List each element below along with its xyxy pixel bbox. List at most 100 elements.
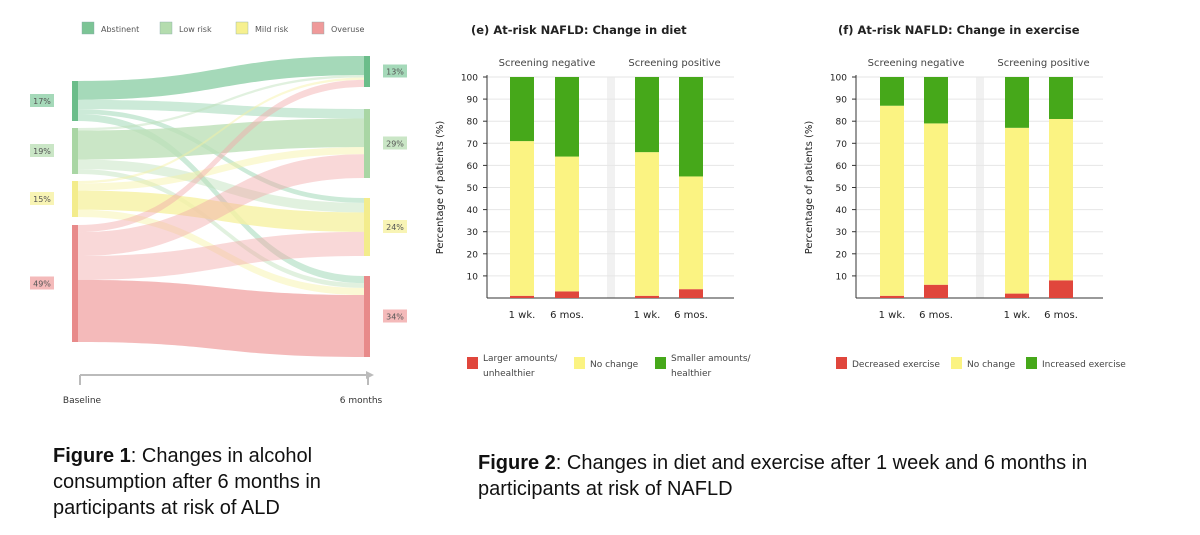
month6-percent-label: 29%	[386, 140, 404, 149]
y-axis-label: Percentage of patients (%)	[804, 121, 815, 255]
y-tick-label: 30	[836, 228, 848, 238]
flow-low-risk-to-overuse	[78, 169, 364, 288]
flow-abstinent-to-abstinent	[78, 56, 364, 100]
y-tick-label: 70	[836, 140, 848, 150]
group-label: Screening negative	[499, 58, 596, 69]
month6-percent-label: 13%	[386, 68, 404, 77]
flow-low-risk-to-abstinent	[78, 75, 364, 131]
legend-label: Overuse	[331, 25, 364, 34]
bar-segment-no-change	[880, 105, 904, 296]
flow-mild-risk-to-mild-risk	[78, 190, 364, 232]
baseline-label-bg	[30, 144, 54, 157]
month6-node-mild-risk	[364, 198, 370, 256]
month6-label-bg	[383, 64, 407, 78]
bar-segment-larger-amounts-unhealthier	[555, 291, 579, 298]
bar-segment-no-change	[510, 141, 534, 296]
flow-abstinent-to-overuse	[78, 113, 364, 284]
legend-swatch	[655, 357, 666, 369]
month6-node-abstinent	[364, 56, 370, 87]
month6-node-overuse	[364, 276, 370, 357]
x-tick-label: 6 mos.	[919, 310, 953, 321]
bar-segment-no-change	[555, 156, 579, 292]
legend-label: Decreased exercise	[852, 360, 940, 370]
bar-segment-no-change	[635, 152, 659, 296]
x-tick-label: 1 wk.	[879, 310, 906, 321]
month6-label-bg	[383, 220, 407, 233]
flow-abstinent-to-mild-risk	[78, 109, 364, 203]
y-tick-label: 100	[830, 74, 847, 84]
bar-segment-decreased-exercise	[880, 295, 904, 298]
baseline-percent-label: 19%	[33, 147, 51, 156]
y-tick-label: 80	[836, 118, 848, 128]
y-tick-label: 80	[467, 118, 479, 128]
bar-segment-decreased-exercise	[1049, 280, 1073, 298]
y-tick-label: 90	[836, 96, 848, 106]
legend-swatch	[1026, 357, 1037, 369]
flow-mild-risk-to-overuse	[78, 209, 364, 296]
legend-swatch-low-risk	[159, 21, 173, 35]
bar-segment-smaller-amounts-healthier	[555, 77, 579, 157]
chart-title: (e) At-risk NAFLD: Change in diet	[471, 23, 687, 37]
figure1-caption-text: : Changes in alcohol consumption after 6…	[53, 445, 321, 519]
legend-label: No change	[590, 360, 639, 370]
y-tick-label: 70	[467, 140, 479, 150]
legend-label: Increased exercise	[1042, 360, 1126, 370]
figure1-caption: Figure 1: Changes in alcohol consumption…	[53, 443, 393, 521]
legend-swatch-abstinent	[81, 21, 95, 35]
baseline-percent-label: 17%	[33, 97, 51, 106]
bar-segment-larger-amounts-unhealthier	[635, 295, 659, 298]
legend-label: Larger amounts/	[483, 354, 558, 364]
baseline-node-low-risk	[72, 128, 78, 174]
legend-swatch-overuse	[311, 21, 325, 35]
baseline-node-mild-risk	[72, 181, 78, 217]
figure1-sankey: Abstinent Low risk Mild risk Overuse Baselin…	[30, 21, 407, 406]
bar-segment-increased-exercise	[880, 77, 904, 106]
x-tick-label: 1 wk.	[509, 310, 536, 321]
month6-percent-label: 24%	[386, 223, 404, 232]
flow-mild-risk-to-low-risk	[78, 147, 364, 191]
bar-segment-no-change	[924, 123, 948, 285]
legend-label: Abstinent	[101, 25, 139, 34]
group-label: Screening positive	[628, 58, 720, 69]
x-tick-label: 6 mos.	[1044, 310, 1078, 321]
bar-segment-larger-amounts-unhealthier	[679, 289, 703, 298]
month6-label-bg	[383, 136, 407, 150]
bar-segment-increased-exercise	[1049, 77, 1073, 119]
baseline-node-overuse	[72, 225, 78, 342]
flow-mild-risk-to-abstinent	[78, 77, 364, 184]
legend-swatch	[467, 357, 478, 369]
bar-segment-smaller-amounts-healthier	[510, 77, 534, 142]
x-tick-label: 1 wk.	[634, 310, 661, 321]
legend-label: No change	[967, 360, 1016, 370]
flow-abstinent-to-low-risk	[78, 99, 364, 119]
month6-node-low-risk	[364, 109, 370, 178]
flow-overuse-to-abstinent	[78, 79, 364, 233]
baseline-percent-label: 49%	[33, 280, 51, 289]
flow-low-risk-to-low-risk	[78, 118, 364, 160]
figure1-caption-label: Figure 1	[53, 445, 131, 467]
x-tick-label: 6 mos.	[674, 310, 708, 321]
bar-segment-no-change	[1005, 127, 1029, 294]
figure2f-exercise-chart: (f) At-risk NAFLD: Change in exercise Scr…	[804, 23, 1126, 370]
y-tick-label: 100	[461, 74, 478, 84]
bar-segment-smaller-amounts-healthier	[679, 77, 703, 177]
group-label: Screening negative	[868, 58, 965, 69]
legend-label: Smaller amounts/	[671, 354, 752, 364]
x-tick-label: 6 mos.	[550, 310, 584, 321]
legend-label: unhealthier	[483, 369, 535, 379]
baseline-percent-label: 15%	[33, 195, 51, 204]
baseline-label-bg	[30, 94, 54, 107]
legend-label: Mild risk	[255, 25, 289, 34]
legend-swatch	[574, 357, 585, 369]
y-tick-label: 10	[467, 272, 479, 282]
y-tick-label: 90	[467, 96, 479, 106]
legend-swatch-mild-risk	[235, 21, 249, 35]
flow-low-risk-to-mild-risk	[78, 159, 364, 213]
month6-percent-label: 34%	[386, 313, 404, 322]
legend-label: healthier	[671, 369, 712, 379]
figure2-caption: Figure 2: Changes in diet and exercise a…	[478, 450, 1178, 502]
y-tick-label: 10	[836, 272, 848, 282]
group-label: Screening positive	[997, 58, 1089, 69]
bar-segment-decreased-exercise	[1005, 293, 1029, 298]
